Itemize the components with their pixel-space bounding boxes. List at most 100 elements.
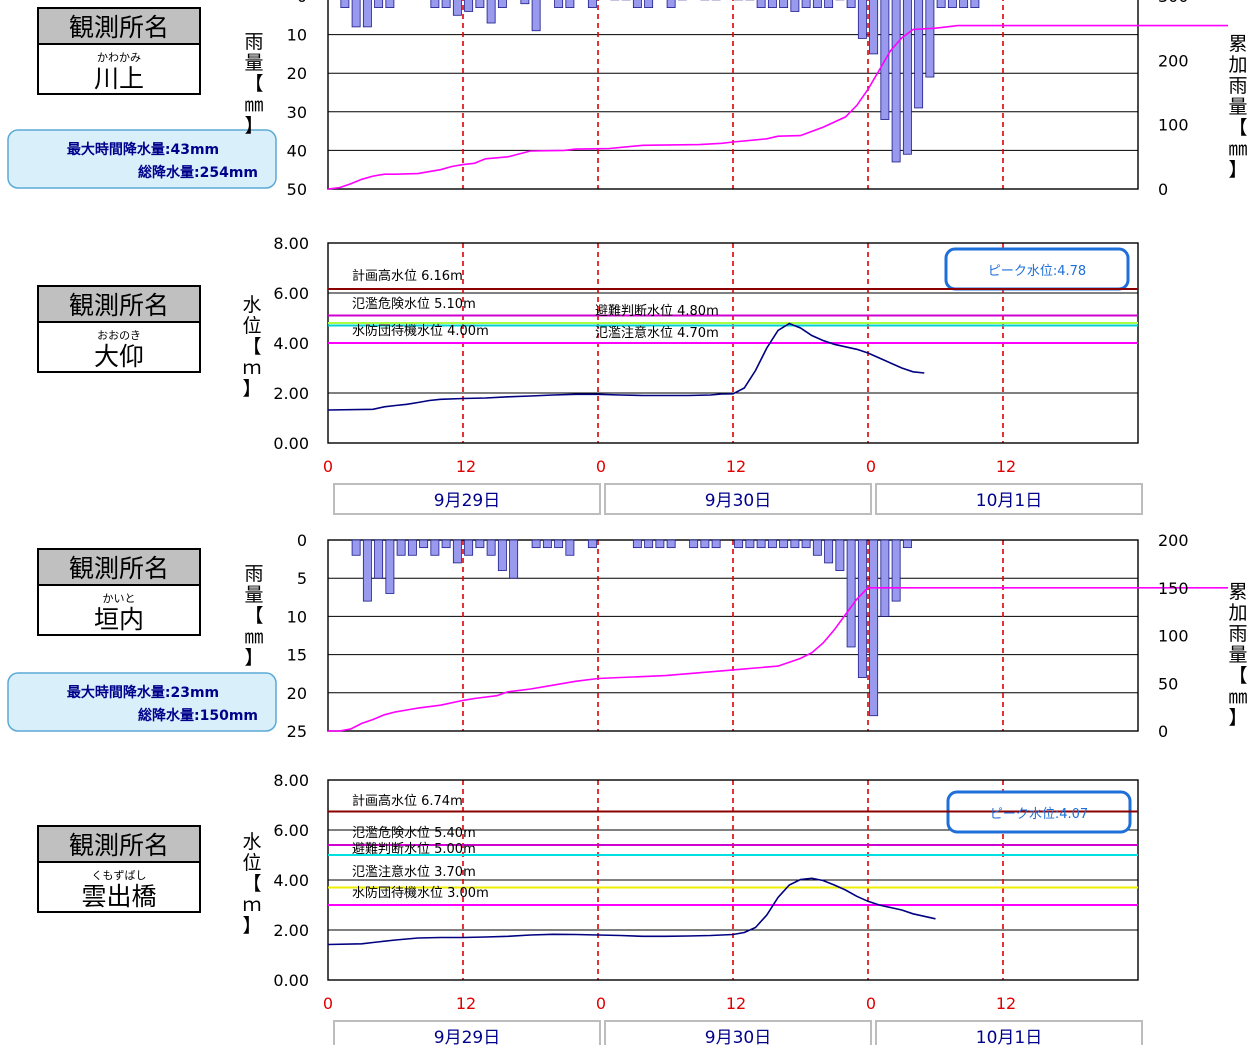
water-level-axis-label-char: 【: [242, 336, 261, 358]
station-header-bg: [37, 285, 201, 323]
cumulative-axis-label-char: 量: [1228, 644, 1247, 666]
date-cell: [604, 1020, 872, 1045]
station-name: 大仰: [94, 342, 144, 371]
y-tick-label: 50: [287, 180, 307, 199]
x-tick-label: 0: [596, 994, 606, 1013]
station-header: 観測所名: [69, 13, 169, 42]
rain-bar: [441, 539, 451, 549]
y2-tick-label: 100: [1158, 116, 1189, 135]
rain-bar: [869, 539, 879, 717]
threshold-label-evac: 避難判断水位 5.00m: [352, 842, 476, 857]
rainfall-axis-label-char: 雨: [244, 563, 263, 585]
date-cell: [875, 1020, 1143, 1045]
rain-bar: [509, 539, 519, 579]
cumulative-axis-label-char: 】: [1228, 159, 1247, 181]
rainfall-axis-label-char: 量: [244, 584, 263, 606]
total-rainfall: 総降水量:254mm: [138, 164, 258, 181]
cumulative-axis-label-char: 累: [1228, 581, 1247, 603]
rain-bar: [520, 0, 530, 5]
rain-bar: [812, 0, 822, 8]
water-level-line: [327, 322, 925, 411]
rain-bar: [587, 539, 597, 549]
rain-bar: [902, 539, 912, 549]
x-tick-label: 12: [456, 994, 476, 1013]
x-tick-label: 0: [323, 457, 333, 476]
rainfall-axis-label-char: ㎜: [244, 626, 263, 648]
rain-bar: [846, 539, 856, 648]
date-cell: [333, 1020, 601, 1045]
rain-bar: [565, 539, 575, 556]
y-tick-label: 4.00: [273, 334, 309, 353]
date-label: 9月30日: [705, 1028, 771, 1045]
rain-bar: [374, 539, 384, 579]
rain-bar: [396, 539, 406, 556]
station-header-bg: [37, 548, 201, 586]
y2-tick-label: 0: [1158, 722, 1168, 741]
water-level-axis-label-char: 位: [242, 852, 261, 874]
x-tick-label: 0: [866, 994, 876, 1013]
rainfall-axis-label-char: 【: [244, 605, 263, 627]
y-tick-label: 15: [287, 646, 307, 665]
cumulative-axis-label-char: ㎜: [1228, 686, 1247, 708]
y-tick-label: 8.00: [273, 234, 309, 253]
station-header-bg: [37, 825, 201, 863]
station-furigana: おおのき: [97, 329, 141, 342]
x-tick-label: 12: [456, 457, 476, 476]
y-tick-label: 0: [297, 531, 307, 550]
station-name: 垣内: [94, 605, 144, 634]
rain-bar: [340, 0, 350, 8]
rain-bar: [970, 0, 980, 8]
rain-bar: [565, 0, 575, 8]
rain-bar: [891, 539, 901, 602]
water-level-axis-label-char: 】: [242, 378, 261, 400]
rain-bar: [790, 539, 800, 549]
rain-bar: [689, 539, 699, 549]
rainfall-summary-box: [7, 129, 277, 189]
y-tick-label: 6.00: [273, 284, 309, 303]
rain-bar: [441, 0, 451, 8]
rain-bar: [531, 0, 541, 32]
station-header: 観測所名: [69, 291, 169, 320]
y-tick-label: 2.00: [273, 384, 309, 403]
y-tick-label: 20: [287, 684, 307, 703]
rain-bar: [452, 539, 462, 564]
rain-bar: [632, 0, 642, 8]
rain-bar: [891, 0, 901, 163]
y-tick-label: 2.00: [273, 921, 309, 940]
y2-tick-label: 50: [1158, 674, 1178, 693]
y-tick-label: 8.00: [273, 771, 309, 790]
y2-tick-label: 0: [1158, 180, 1168, 199]
cumulative-axis-label-char: 雨: [1228, 75, 1247, 97]
cumulative-rainfall-line: [327, 24, 1228, 190]
max-hourly-rainfall: 最大時間降水量:23mm: [67, 684, 219, 701]
rain-bar: [385, 539, 395, 594]
rain-bar: [452, 0, 462, 16]
rain-bar: [767, 539, 777, 549]
total-rainfall: 総降水量:150mm: [138, 707, 258, 724]
rain-bar: [464, 539, 474, 556]
plot-frame: [327, 0, 1139, 190]
threshold-label-danger: 氾濫危険水位 5.10m: [352, 297, 476, 312]
peak-level-label: ピーク水位:4.07: [990, 807, 1088, 822]
rain-bar: [779, 539, 789, 549]
cumulative-axis-label-char: ㎜: [1228, 138, 1247, 160]
station-furigana: かいと: [103, 592, 136, 605]
rain-bar: [385, 0, 395, 8]
rainfall-axis-label-char: 雨: [244, 31, 263, 53]
rain-bar: [936, 0, 946, 8]
x-tick-label: 0: [323, 994, 333, 1013]
x-tick-label: 12: [996, 994, 1016, 1013]
cumulative-axis-label-char: 【: [1228, 117, 1247, 139]
rainfall-axis-label: 雨量【㎜】: [244, 31, 263, 137]
threshold-label-caution: 氾濫注意水位 3.70m: [352, 864, 476, 880]
cumulative-axis-label-char: 【: [1228, 665, 1247, 687]
rainfall-axis-label-char: 】: [244, 647, 263, 669]
station-name: 川上: [94, 64, 144, 93]
water-level-axis-label-char: 位: [242, 315, 261, 337]
y-tick-label: 10: [287, 607, 307, 626]
max-hourly-rainfall: 最大時間降水量:43mm: [67, 141, 219, 158]
rain-bar: [407, 539, 417, 556]
